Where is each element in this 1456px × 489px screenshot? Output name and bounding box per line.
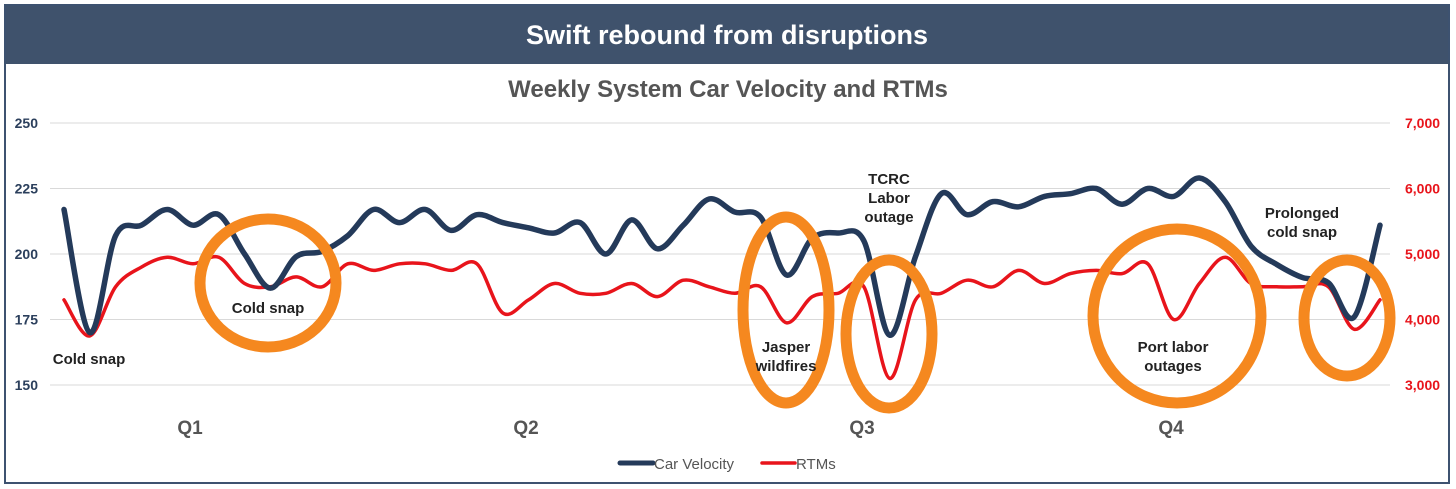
rtms-line — [62, 254, 1382, 381]
annotation-label: outages — [1144, 358, 1202, 375]
gridlines — [50, 122, 1390, 386]
highlight-ellipse — [737, 211, 835, 409]
quarter-label: Q4 — [1158, 418, 1184, 439]
legend-label: Car Velocity — [654, 456, 735, 473]
banner-title: Swift rebound from disruptions — [6, 6, 1448, 64]
annotation-label: wildfires — [755, 358, 817, 375]
right-axis-tick-label: 5,000 — [1405, 246, 1440, 262]
quarter-label: Q1 — [177, 418, 203, 439]
car-velocity-line — [61, 175, 1383, 338]
annotation-label: Prolonged — [1265, 205, 1339, 222]
left-axis-tick-label: 250 — [15, 115, 39, 131]
annotation-label: TCRC — [868, 171, 910, 188]
legend-label: RTMs — [796, 456, 836, 473]
left-axis-tick-label: 150 — [15, 377, 39, 393]
highlight-ellipse — [1087, 223, 1267, 409]
chart-title: Weekly System Car Velocity and RTMs — [508, 76, 948, 103]
annotation-label: outage — [864, 209, 913, 226]
quarter-labels: Q1 Q2 Q3 Q4 — [177, 418, 1184, 439]
right-axis-tick-label: 6,000 — [1405, 181, 1440, 197]
annotation-label: Cold snap — [53, 351, 126, 368]
highlight-ellipse — [840, 254, 938, 414]
highlight-circles — [194, 211, 1396, 414]
right-axis-tick-label: 3,000 — [1405, 377, 1440, 393]
annotation-label: Cold snap — [232, 300, 305, 317]
right-axis-ticks: 7,000 6,000 5,000 4,000 3,000 — [1405, 115, 1440, 393]
annotations: Cold snap Cold snap Jasper wildfires TCRC Lab… — [53, 171, 1339, 375]
annotation-label: Port labor — [1138, 339, 1209, 356]
left-axis-ticks: 250 225 200 175 150 — [15, 115, 39, 393]
annotation-label: Jasper — [762, 339, 811, 356]
quarter-label: Q2 — [513, 418, 538, 439]
left-axis-tick-label: 175 — [15, 312, 39, 328]
legend: Car Velocity RTMs — [617, 456, 836, 473]
chart-frame: Swift rebound from disruptions — [4, 4, 1450, 484]
left-axis-tick-label: 200 — [15, 246, 39, 262]
right-axis-tick-label: 7,000 — [1405, 115, 1440, 131]
annotation-label: Labor — [868, 190, 910, 207]
right-axis-tick-label: 4,000 — [1405, 312, 1440, 328]
highlight-ellipse — [1298, 254, 1396, 382]
quarter-label: Q3 — [849, 418, 874, 439]
annotation-label: cold snap — [1267, 224, 1337, 241]
left-axis-tick-label: 225 — [15, 181, 39, 197]
highlight-ellipse — [194, 213, 342, 353]
series-layer — [61, 175, 1383, 381]
